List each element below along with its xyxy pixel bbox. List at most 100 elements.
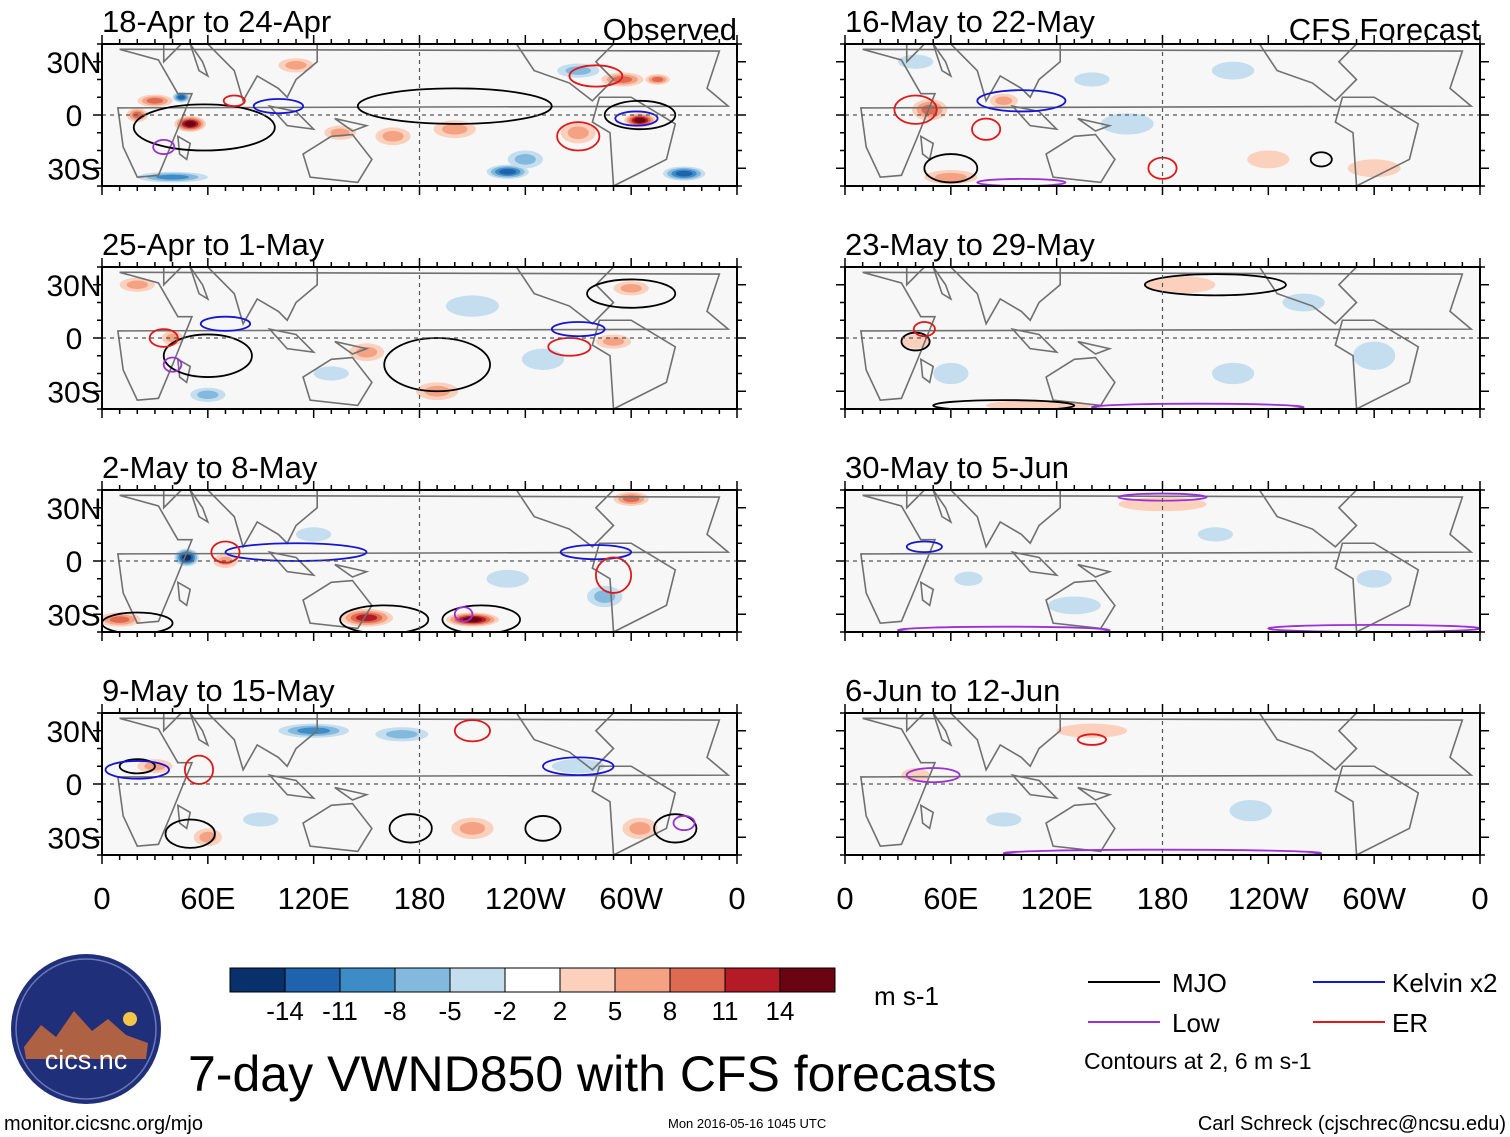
coastline-7-1 [905,713,1061,772]
anomaly-1-5-0 [521,348,565,370]
coastline-2-7 [176,580,192,607]
anomaly-4-1-1 [995,96,1013,106]
colorbar-swatch-8 [669,967,726,993]
anomaly-0-1-4 [184,120,196,127]
coastline-6-0 [859,494,1474,624]
coastline-7-6 [1258,713,1358,771]
coastline-7-3 [1077,786,1113,801]
anomaly-0-0-2 [146,97,164,104]
mjo-contour-0-1 [356,87,553,125]
anomaly-1-6-1 [602,337,625,346]
coastline-3-7 [176,803,192,830]
xlabel-3-6: 0 [728,881,745,916]
legend-kelvin-label: Kelvin x2 [1392,968,1498,998]
observed-label: Observed [603,12,737,47]
er-contour-2-5 [594,556,633,594]
panel-2: 2-May to 8-May 30N 0 30S [46,450,746,641]
er-contour-2-6 [210,540,241,564]
mjo-contour-2-1 [441,604,521,632]
anomaly-3-5-1 [629,821,651,835]
er-contour-4-3 [893,94,938,125]
panel-3-title: 9-May to 15-May [102,673,335,708]
legend-er-label: ER [1392,1008,1428,1038]
panel-0-title: 18-Apr to 24-Apr [102,4,331,39]
ylabel-0-2: 30S [47,153,100,186]
coastline-2-3 [334,563,370,578]
coastline-2-0 [116,494,731,624]
panel-0: 18-Apr to 24-Apr Observed 30N 0 30S [46,4,746,195]
panel-5: 23-May to 29-May [836,227,1489,418]
coastline-4-6 [1258,44,1358,102]
timestamp-text: Mon 2016-05-16 1045 UTC [668,1116,826,1131]
coastline-4-5 [1334,96,1420,186]
colorbar-label-7: 8 [663,996,677,1026]
mjo-contour-4-0 [923,153,979,184]
coastline-5-6 [1258,267,1358,325]
kelvin-contour-3-5 [104,760,170,780]
colorbar-label-2: -8 [383,996,406,1026]
mjo-contour-3-2 [524,815,562,842]
colorbar-swatch-4 [449,967,506,993]
contour-note: Contours at 2, 6 m s-1 [1084,1048,1312,1074]
anomaly-1-2-1 [356,346,378,358]
anomaly-0-8-4 [634,117,646,123]
anomaly-0-16-1 [514,154,536,165]
xlabel-3-4: 120W [485,881,567,916]
anomaly-4-2-0 [1100,113,1154,135]
colorbar: -14 -11 -8 -5 -2 2 5 8 11 14 [229,967,836,1026]
ylabel-3-0: 30N [46,716,101,749]
coastline-1-4 [302,356,373,407]
coastline-0-2 [267,104,316,131]
anomaly-4-4-0 [1347,159,1401,178]
anomaly-0-11-1 [565,66,591,75]
anomaly-3-4-1 [459,821,486,835]
anomaly-4-8-0 [1074,72,1110,87]
coastline-7-2 [1010,773,1059,800]
coastline-1-5 [591,319,677,409]
coastline-4-8 [932,44,953,78]
coastline-7-7 [919,803,935,830]
ylabel-2-0: 30N [46,493,101,526]
ylabel-2-2: 30S [47,599,100,632]
coastline-2-1 [162,490,318,549]
panel-6-title: 30-May to 5-Jun [845,450,1069,485]
ylabel-1-2: 30S [47,376,100,409]
panel-3: 9-May to 15-May 30N 0 30S 0 60E 120E 180 120W 6… [46,673,746,916]
low-contour-3-9 [672,815,696,832]
anomaly-7-3-0 [986,812,1022,827]
kelvin-contour-1-3 [550,321,606,338]
colorbar-label-8: 11 [712,996,739,1026]
xlabel-3-5: 60W [599,881,663,916]
er-contour-5-3 [912,321,936,338]
anomaly-2-8-0 [296,527,332,542]
colorbar-swatch-10 [779,967,836,993]
mjo-contour-3-1 [388,813,433,844]
anomaly-1-7-1 [620,284,642,293]
panel-5-title: 23-May to 29-May [845,227,1095,262]
anomaly-2-4-2 [109,616,130,623]
coastline-5-1 [905,267,1061,326]
anomaly-7-2-0 [1229,799,1272,822]
coastline-0-1 [162,44,318,103]
mjo-contour-5-2 [932,399,1076,409]
coastline-3-5 [591,765,677,855]
coastline-6-4 [1045,579,1116,630]
colorbar-label-6: 5 [608,996,622,1026]
anomaly-1-9-1 [126,280,148,290]
anomaly-0-5-1 [382,130,404,142]
coastline-1-6 [515,267,615,325]
anomaly-6-1-0 [954,571,983,586]
anomaly-5-3-0 [1211,362,1255,385]
anomaly-0-15-1 [285,61,307,70]
mjo-contour-0-0 [132,103,276,152]
ylabel-0-0: 30N [46,47,101,80]
coastline-3-2 [267,773,316,800]
anomaly-3-7-0 [243,812,279,827]
coastline-6-2 [1010,550,1059,577]
mjo-contour-2-0 [339,604,430,632]
xlabel-3-1: 60E [180,881,235,916]
anomaly-1-8-0 [313,366,349,381]
panel-7-title: 6-Jun to 12-Jun [845,673,1060,708]
er-contour-0-6 [556,121,601,152]
